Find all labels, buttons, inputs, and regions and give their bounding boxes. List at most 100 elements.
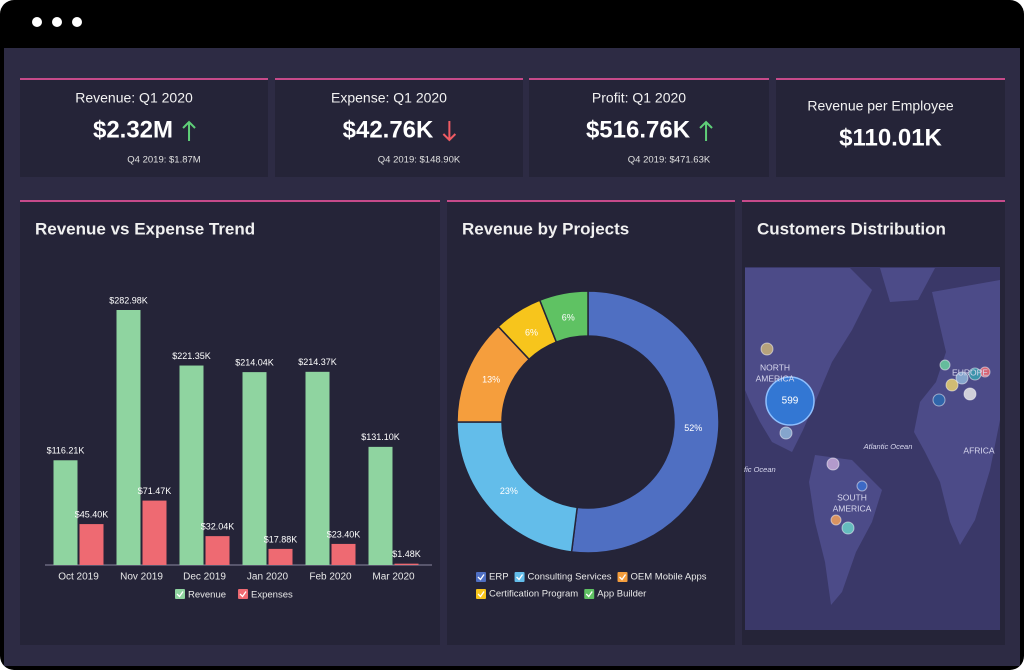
data-label: $221.35K xyxy=(172,351,211,361)
trend-arrow xyxy=(442,121,457,142)
panel xyxy=(529,78,769,177)
data-label: $32.04K xyxy=(201,522,235,532)
bar xyxy=(142,500,167,565)
map-label: AMERICA xyxy=(756,373,795,383)
panel xyxy=(20,78,268,177)
map-bubble xyxy=(932,393,946,407)
kpi-value: $2.32M xyxy=(93,116,173,143)
bar xyxy=(79,524,104,565)
legend-label: Expenses xyxy=(251,590,293,601)
map-bubble xyxy=(945,378,959,392)
x-tick-label: Feb 2020 xyxy=(309,572,352,583)
panel-top-border xyxy=(20,78,268,80)
kpi-value: $516.76K xyxy=(586,116,691,143)
map-bubble xyxy=(955,371,969,385)
legend-check xyxy=(176,591,184,598)
panel xyxy=(776,78,1005,177)
legend-swatch xyxy=(238,589,249,599)
data-label: $282.98K xyxy=(109,295,148,305)
legend-check xyxy=(585,591,593,598)
legend-label: Revenue xyxy=(188,590,226,601)
bar xyxy=(368,446,393,565)
data-label: 13% xyxy=(482,374,500,384)
map-bubble xyxy=(963,387,977,401)
panel-top-border xyxy=(20,200,440,202)
kpi-title: Revenue per Employee xyxy=(807,98,954,114)
window-dot xyxy=(72,17,82,27)
legend-label: App Builder xyxy=(597,589,646,600)
data-label: $1.48K xyxy=(392,549,421,559)
kpi-comparison: Q4 2019: $1.87M xyxy=(127,155,200,166)
map-label: fic Ocean xyxy=(744,465,776,474)
bar xyxy=(305,371,330,565)
legend-swatch xyxy=(617,572,628,582)
donut-slice xyxy=(570,290,720,554)
chart-title: Revenue vs Expense Trend xyxy=(35,219,255,238)
kpi-comparison: Q4 2019: $148.90K xyxy=(378,155,461,166)
legend-label: ERP xyxy=(489,572,509,583)
bar xyxy=(53,460,78,565)
map-bubble xyxy=(779,426,793,440)
map-bubble xyxy=(939,359,951,371)
map-bubble xyxy=(765,376,815,426)
bar xyxy=(331,543,356,565)
map-label: AFRICA xyxy=(963,445,995,455)
map-bubble xyxy=(760,342,774,356)
legend-label: Consulting Services xyxy=(528,572,612,583)
trend-arrow xyxy=(699,120,713,141)
map-land xyxy=(880,268,935,302)
data-label: $45.40K xyxy=(75,509,109,519)
legend-check xyxy=(516,574,524,581)
panel xyxy=(275,78,523,177)
kpi-comparison: Q4 2019: $471.63K xyxy=(628,155,711,166)
data-label: $17.88K xyxy=(264,534,298,544)
legend-swatch xyxy=(514,572,525,582)
data-label: 52% xyxy=(684,423,702,433)
panel-top-border xyxy=(776,78,1005,80)
panel-top-border xyxy=(275,78,523,80)
map-label: EUROPE xyxy=(952,367,988,377)
legend-swatch xyxy=(476,589,486,599)
legend-check xyxy=(619,574,627,581)
data-label: 6% xyxy=(525,327,538,337)
data-label: $23.40K xyxy=(327,529,361,539)
legend-label: Certification Program xyxy=(489,589,578,600)
x-tick-label: Dec 2019 xyxy=(183,572,226,583)
kpi-title: Revenue: Q1 2020 xyxy=(75,90,193,106)
window-dot xyxy=(52,17,62,27)
panel xyxy=(20,200,440,645)
map-bubble xyxy=(841,521,855,535)
donut-slice xyxy=(538,290,589,344)
data-label: $116.21K xyxy=(47,446,85,456)
bar xyxy=(242,372,267,565)
data-label: $214.37K xyxy=(298,357,337,367)
map-bubble xyxy=(856,480,868,492)
legend-label: OEM Mobile Apps xyxy=(631,572,707,583)
x-tick-label: Mar 2020 xyxy=(372,572,415,583)
map-land xyxy=(914,280,1000,545)
kpi-title: Expense: Q1 2020 xyxy=(331,90,447,106)
panel-top-border xyxy=(529,78,769,80)
map-bubble xyxy=(968,367,982,381)
legend-swatch xyxy=(476,572,486,582)
legend-check xyxy=(477,574,485,581)
bar xyxy=(179,365,204,565)
legend-swatch xyxy=(175,589,185,599)
x-tick-label: Jan 2020 xyxy=(247,572,289,583)
data-label: $131.10K xyxy=(361,432,400,442)
panel-top-border xyxy=(742,200,1005,202)
map-label: NORTH xyxy=(760,362,790,372)
bar xyxy=(116,310,141,565)
map-bubble-label: 599 xyxy=(782,396,799,407)
legend-swatch xyxy=(584,589,595,599)
data-label: 6% xyxy=(562,313,575,323)
map-label: Atlantic Ocean xyxy=(863,442,913,451)
map-bubble xyxy=(826,457,840,471)
kpi-title: Profit: Q1 2020 xyxy=(592,90,686,106)
kpi-value: $110.01K xyxy=(839,124,942,151)
map-bubble xyxy=(830,514,842,526)
map-label: SOUTH xyxy=(837,492,867,502)
legend-check xyxy=(239,591,247,598)
chart-title: Revenue by Projects xyxy=(462,219,629,238)
